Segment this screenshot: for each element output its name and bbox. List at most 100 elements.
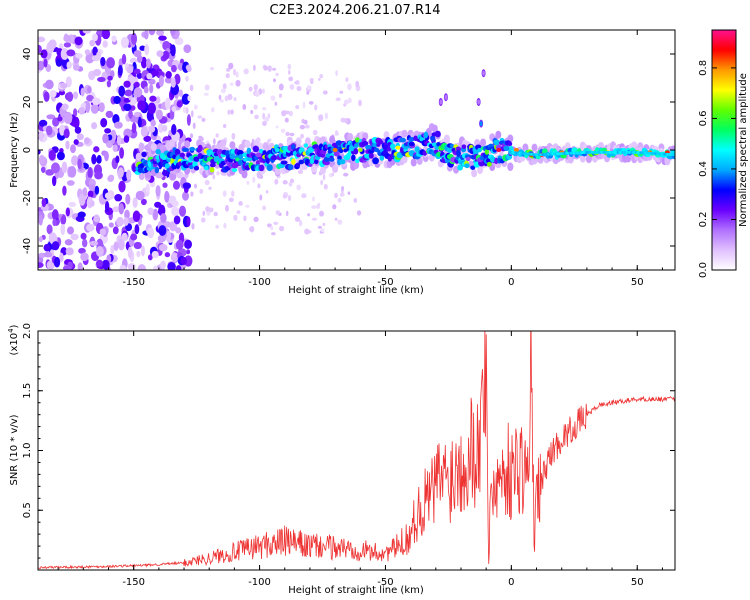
spectrogram-cell <box>465 156 471 162</box>
spectrogram-cell <box>372 157 379 165</box>
spectrogram-cell <box>243 215 247 222</box>
spectrogram-cell <box>317 77 321 81</box>
spectrogram-y-label: Frequency (Hz) <box>9 112 20 188</box>
spectrogram-cell <box>323 160 330 166</box>
spectrogram-cell <box>43 243 51 252</box>
spectrogram-cell <box>113 241 119 252</box>
spectrogram-cell <box>282 194 287 199</box>
snr-y-tick-label: 0.5 <box>22 502 33 518</box>
spectrogram-cell <box>220 88 226 94</box>
spectrogram-cell <box>117 167 124 178</box>
spectrogram-cell <box>145 183 150 194</box>
spectrogram-cell <box>104 151 109 162</box>
spectrogram-cell <box>323 183 328 190</box>
spectrogram-cell <box>337 155 342 161</box>
snr-y-multiplier-exponent: 4 <box>7 328 15 333</box>
spectrogram-y-tick-label: -20 <box>22 190 33 206</box>
spectrogram-cell <box>257 144 264 151</box>
spectrogram-cell <box>301 118 305 124</box>
spectrogram-cell <box>61 161 68 174</box>
spectrogram-y-tick-label: -40 <box>22 238 33 254</box>
spectrogram-cell <box>126 169 132 181</box>
spectrogram-cell <box>288 181 293 187</box>
spectrogram-cell <box>202 210 206 217</box>
spectrogram-cell <box>158 35 167 41</box>
spectrogram-cell <box>118 180 126 193</box>
chart-title: C2E3.2024.206.21.07.R14 <box>269 3 440 18</box>
spectrogram-cell <box>102 40 108 48</box>
spectrogram-cell <box>399 137 407 143</box>
spectrogram-cell <box>244 140 251 149</box>
spectrogram-cell <box>161 124 168 132</box>
spectrogram-cell <box>364 153 371 159</box>
spectrogram-cell <box>155 109 163 120</box>
spectrogram-cell <box>184 140 191 149</box>
spectrogram-cell <box>38 154 45 165</box>
spectrogram-cell <box>87 167 93 179</box>
spectrogram-cell <box>208 186 212 191</box>
spectrogram-cell <box>186 216 191 227</box>
spectrogram-cell <box>67 165 77 178</box>
spectrogram-cell <box>70 144 76 154</box>
spectrogram-cell <box>287 63 292 70</box>
colorbar-ticks: 0.0 0.2 0.4 0.6 0.8 <box>698 60 736 278</box>
spectrogram-cell <box>165 70 172 79</box>
spectrogram-cell <box>228 62 234 70</box>
spectrogram-cell <box>189 133 194 139</box>
spectrogram-cell <box>235 71 239 78</box>
spectrogram-cell <box>38 236 43 243</box>
snr-y-tick-label: 1.5 <box>22 383 33 399</box>
spectrogram-cell <box>132 197 138 209</box>
spectrogram-cell <box>168 139 175 148</box>
spectrogram-cell <box>422 150 427 156</box>
spectrogram-cell <box>470 165 476 170</box>
spectrogram-cell <box>265 190 269 194</box>
spectrogram-cell <box>158 225 167 236</box>
spectrogram-cell <box>112 144 118 153</box>
spectrogram-cell <box>51 175 57 187</box>
spectrogram-cell <box>148 30 156 36</box>
spectrogram-cell <box>77 158 82 170</box>
spectrogram-cell <box>169 221 178 232</box>
spectrogram-cell <box>175 239 184 251</box>
spectrogram-cell <box>55 58 63 67</box>
spectrogram-cell <box>85 52 95 64</box>
spectrogram-cell <box>126 66 134 74</box>
spectrogram-cell <box>108 222 114 228</box>
spectrogram-cell <box>184 239 193 249</box>
spectrogram-cell <box>213 138 216 145</box>
spectrogram-cell <box>204 179 210 186</box>
spectrogram-cell <box>212 174 216 180</box>
spectrogram-cell <box>82 238 88 248</box>
spectrogram-cell <box>299 124 306 130</box>
spectrogram-cell <box>46 224 53 235</box>
spectrogram-cell <box>89 39 95 47</box>
spectrogram-cell <box>107 75 113 81</box>
spectrogram-cell <box>204 84 210 91</box>
spectrogram-cell <box>222 83 227 90</box>
spectrogram-cell <box>169 110 175 120</box>
spectrogram-cell <box>68 201 77 208</box>
spectrogram-cell <box>197 144 203 152</box>
spectrogram-cell <box>178 205 187 217</box>
spectrogram-cell <box>297 169 304 174</box>
spectrogram-cell <box>231 167 238 173</box>
snr-panel: -150 -100 -50 0 50 0.5 1.0 1.5 2.0 Height of st… <box>7 323 676 596</box>
spectrogram-cell <box>146 72 153 80</box>
spectrogram-cell <box>224 95 229 102</box>
spectrogram-cell <box>379 155 385 161</box>
spectrogram-cell <box>312 129 318 136</box>
spectrogram-cell <box>280 160 288 165</box>
spectrogram-cell <box>112 226 119 235</box>
spectrogram-cell <box>133 68 141 75</box>
spectrogram-cell <box>95 259 104 268</box>
spectrogram-cell <box>495 130 502 139</box>
spectrogram-cell <box>480 138 487 147</box>
spectrogram-cell <box>237 159 244 166</box>
spectrogram-cell <box>155 171 164 179</box>
spectrogram-cell <box>513 148 519 152</box>
spectrogram-cell <box>65 207 71 217</box>
spectrogram-cell <box>134 111 141 117</box>
spectrogram-cell <box>183 44 192 54</box>
spectrogram-cell <box>137 100 146 111</box>
